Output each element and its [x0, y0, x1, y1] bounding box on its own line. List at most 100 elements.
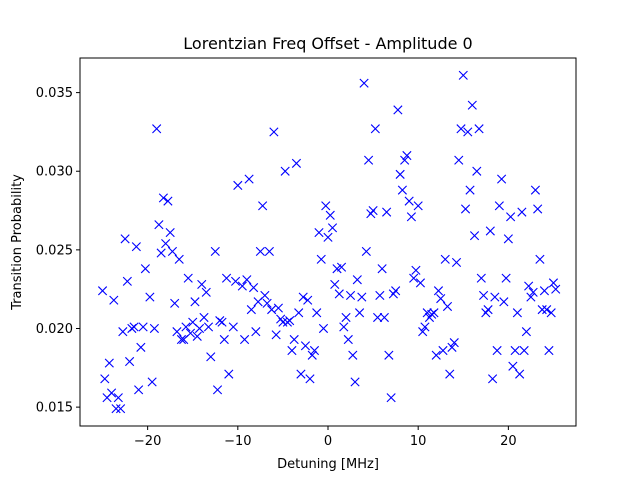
data-point-x-marker: [551, 284, 561, 294]
data-point-x-marker: [201, 287, 211, 297]
data-point-x-marker: [535, 254, 545, 264]
data-point-x-marker: [526, 292, 536, 302]
data-point-x-marker: [530, 185, 541, 195]
data-point-x-marker: [524, 281, 534, 291]
data-point-x-marker: [309, 345, 320, 356]
y-tick-label: 0.020: [36, 322, 73, 337]
data-point-x-marker: [307, 350, 317, 360]
x-tick-label: −20: [134, 434, 161, 449]
data-point-x-marker: [377, 264, 387, 274]
data-point-x-marker: [246, 305, 256, 315]
data-point-x-marker: [343, 334, 353, 345]
data-point-x-marker: [163, 196, 173, 206]
data-point-x-marker: [264, 246, 274, 257]
data-point-x-marker: [336, 262, 347, 272]
data-point-x-marker: [420, 322, 430, 332]
data-point-x-marker: [262, 298, 272, 308]
data-point-x-marker: [118, 327, 128, 337]
data-point-x-marker: [546, 308, 556, 318]
data-point-x-marker: [172, 327, 182, 337]
data-point-x-marker: [131, 242, 141, 252]
data-point-x-marker: [442, 301, 453, 312]
data-point-x-marker: [517, 207, 527, 217]
data-point-x-marker: [197, 279, 207, 290]
data-point-x-marker: [136, 342, 146, 352]
data-point-x-marker: [244, 174, 254, 184]
data-point-x-marker: [294, 308, 304, 318]
data-point-x-marker: [106, 388, 117, 398]
y-axis: 0.015 0.020 0.025 0.030 0.035: [36, 86, 80, 416]
data-point-x-marker: [382, 207, 392, 217]
data-point-x-marker: [393, 105, 403, 115]
data-point-x-marker: [476, 273, 486, 283]
data-point-x-marker: [109, 295, 119, 305]
data-point-x-marker: [161, 238, 171, 249]
x-tick-label: −10: [224, 434, 251, 449]
data-point-x-marker: [361, 246, 371, 257]
y-axis-label: Transition Probability: [10, 174, 25, 311]
data-point-x-marker: [318, 323, 329, 334]
data-point-x-marker: [140, 264, 150, 274]
data-point-x-marker: [239, 334, 250, 345]
data-point-x-marker: [400, 155, 410, 165]
data-point-x-marker: [510, 345, 520, 356]
data-point-x-marker: [298, 292, 308, 302]
data-point-x-marker: [147, 377, 157, 387]
data-point-x-marker: [433, 286, 444, 296]
data-point-x-marker: [260, 290, 270, 301]
data-point-x-marker: [314, 227, 324, 238]
data-point-x-marker: [190, 297, 200, 307]
data-point-x-marker: [548, 278, 559, 288]
data-point-x-marker: [237, 281, 247, 291]
data-point-x-marker: [192, 331, 202, 341]
y-tick-label: 0.015: [36, 401, 73, 416]
data-point-x-marker: [321, 201, 331, 211]
data-point-x-marker: [409, 273, 419, 283]
data-point-x-marker: [181, 322, 191, 332]
data-point-x-marker: [111, 404, 121, 414]
data-point-x-marker: [289, 334, 299, 345]
data-point-x-marker: [528, 287, 538, 297]
data-point-x-marker: [411, 265, 421, 275]
data-point-x-marker: [334, 289, 344, 299]
y-tick-label: 0.035: [36, 86, 73, 101]
data-point-x-marker: [379, 312, 389, 323]
data-point-x-marker: [512, 308, 522, 318]
data-point-x-marker: [271, 330, 281, 340]
data-point-x-marker: [323, 232, 333, 242]
data-point-x-marker: [539, 286, 550, 296]
data-point-x-marker: [429, 308, 439, 318]
data-point-x-marker: [404, 196, 414, 206]
data-point-x-marker: [217, 317, 227, 327]
data-point-x-marker: [508, 361, 518, 371]
data-point-x-marker: [325, 210, 335, 220]
data-point-x-marker: [490, 292, 500, 302]
data-point-x-marker: [506, 212, 516, 222]
data-point-x-marker: [499, 297, 509, 307]
data-point-x-marker: [345, 290, 356, 301]
data-point-x-marker: [312, 308, 322, 318]
data-point-x-marker: [285, 316, 295, 326]
y-tick-label: 0.030: [36, 165, 73, 180]
data-point-x-marker: [533, 204, 543, 214]
data-point-x-marker: [463, 127, 473, 137]
data-point-x-marker: [113, 393, 123, 403]
data-point-x-marker: [104, 358, 114, 368]
data-point-x-marker: [354, 308, 365, 318]
chart-title: Lorentzian Freq Offset - Amplitude 0: [183, 34, 472, 53]
data-point-x-marker: [149, 323, 159, 334]
data-point-x-marker: [438, 345, 448, 356]
y-tick-label: 0.025: [36, 243, 73, 258]
data-point-x-marker: [185, 328, 196, 338]
data-point-x-marker: [494, 201, 504, 211]
data-point-x-marker: [242, 275, 252, 285]
x-tick-label: 20: [500, 434, 517, 449]
data-point-x-marker: [291, 158, 302, 168]
data-point-x-marker: [375, 290, 385, 301]
data-point-x-marker: [296, 369, 306, 379]
x-tick-label: 0: [324, 434, 332, 449]
data-point-x-marker: [228, 322, 238, 332]
data-point-x-marker: [418, 327, 428, 337]
